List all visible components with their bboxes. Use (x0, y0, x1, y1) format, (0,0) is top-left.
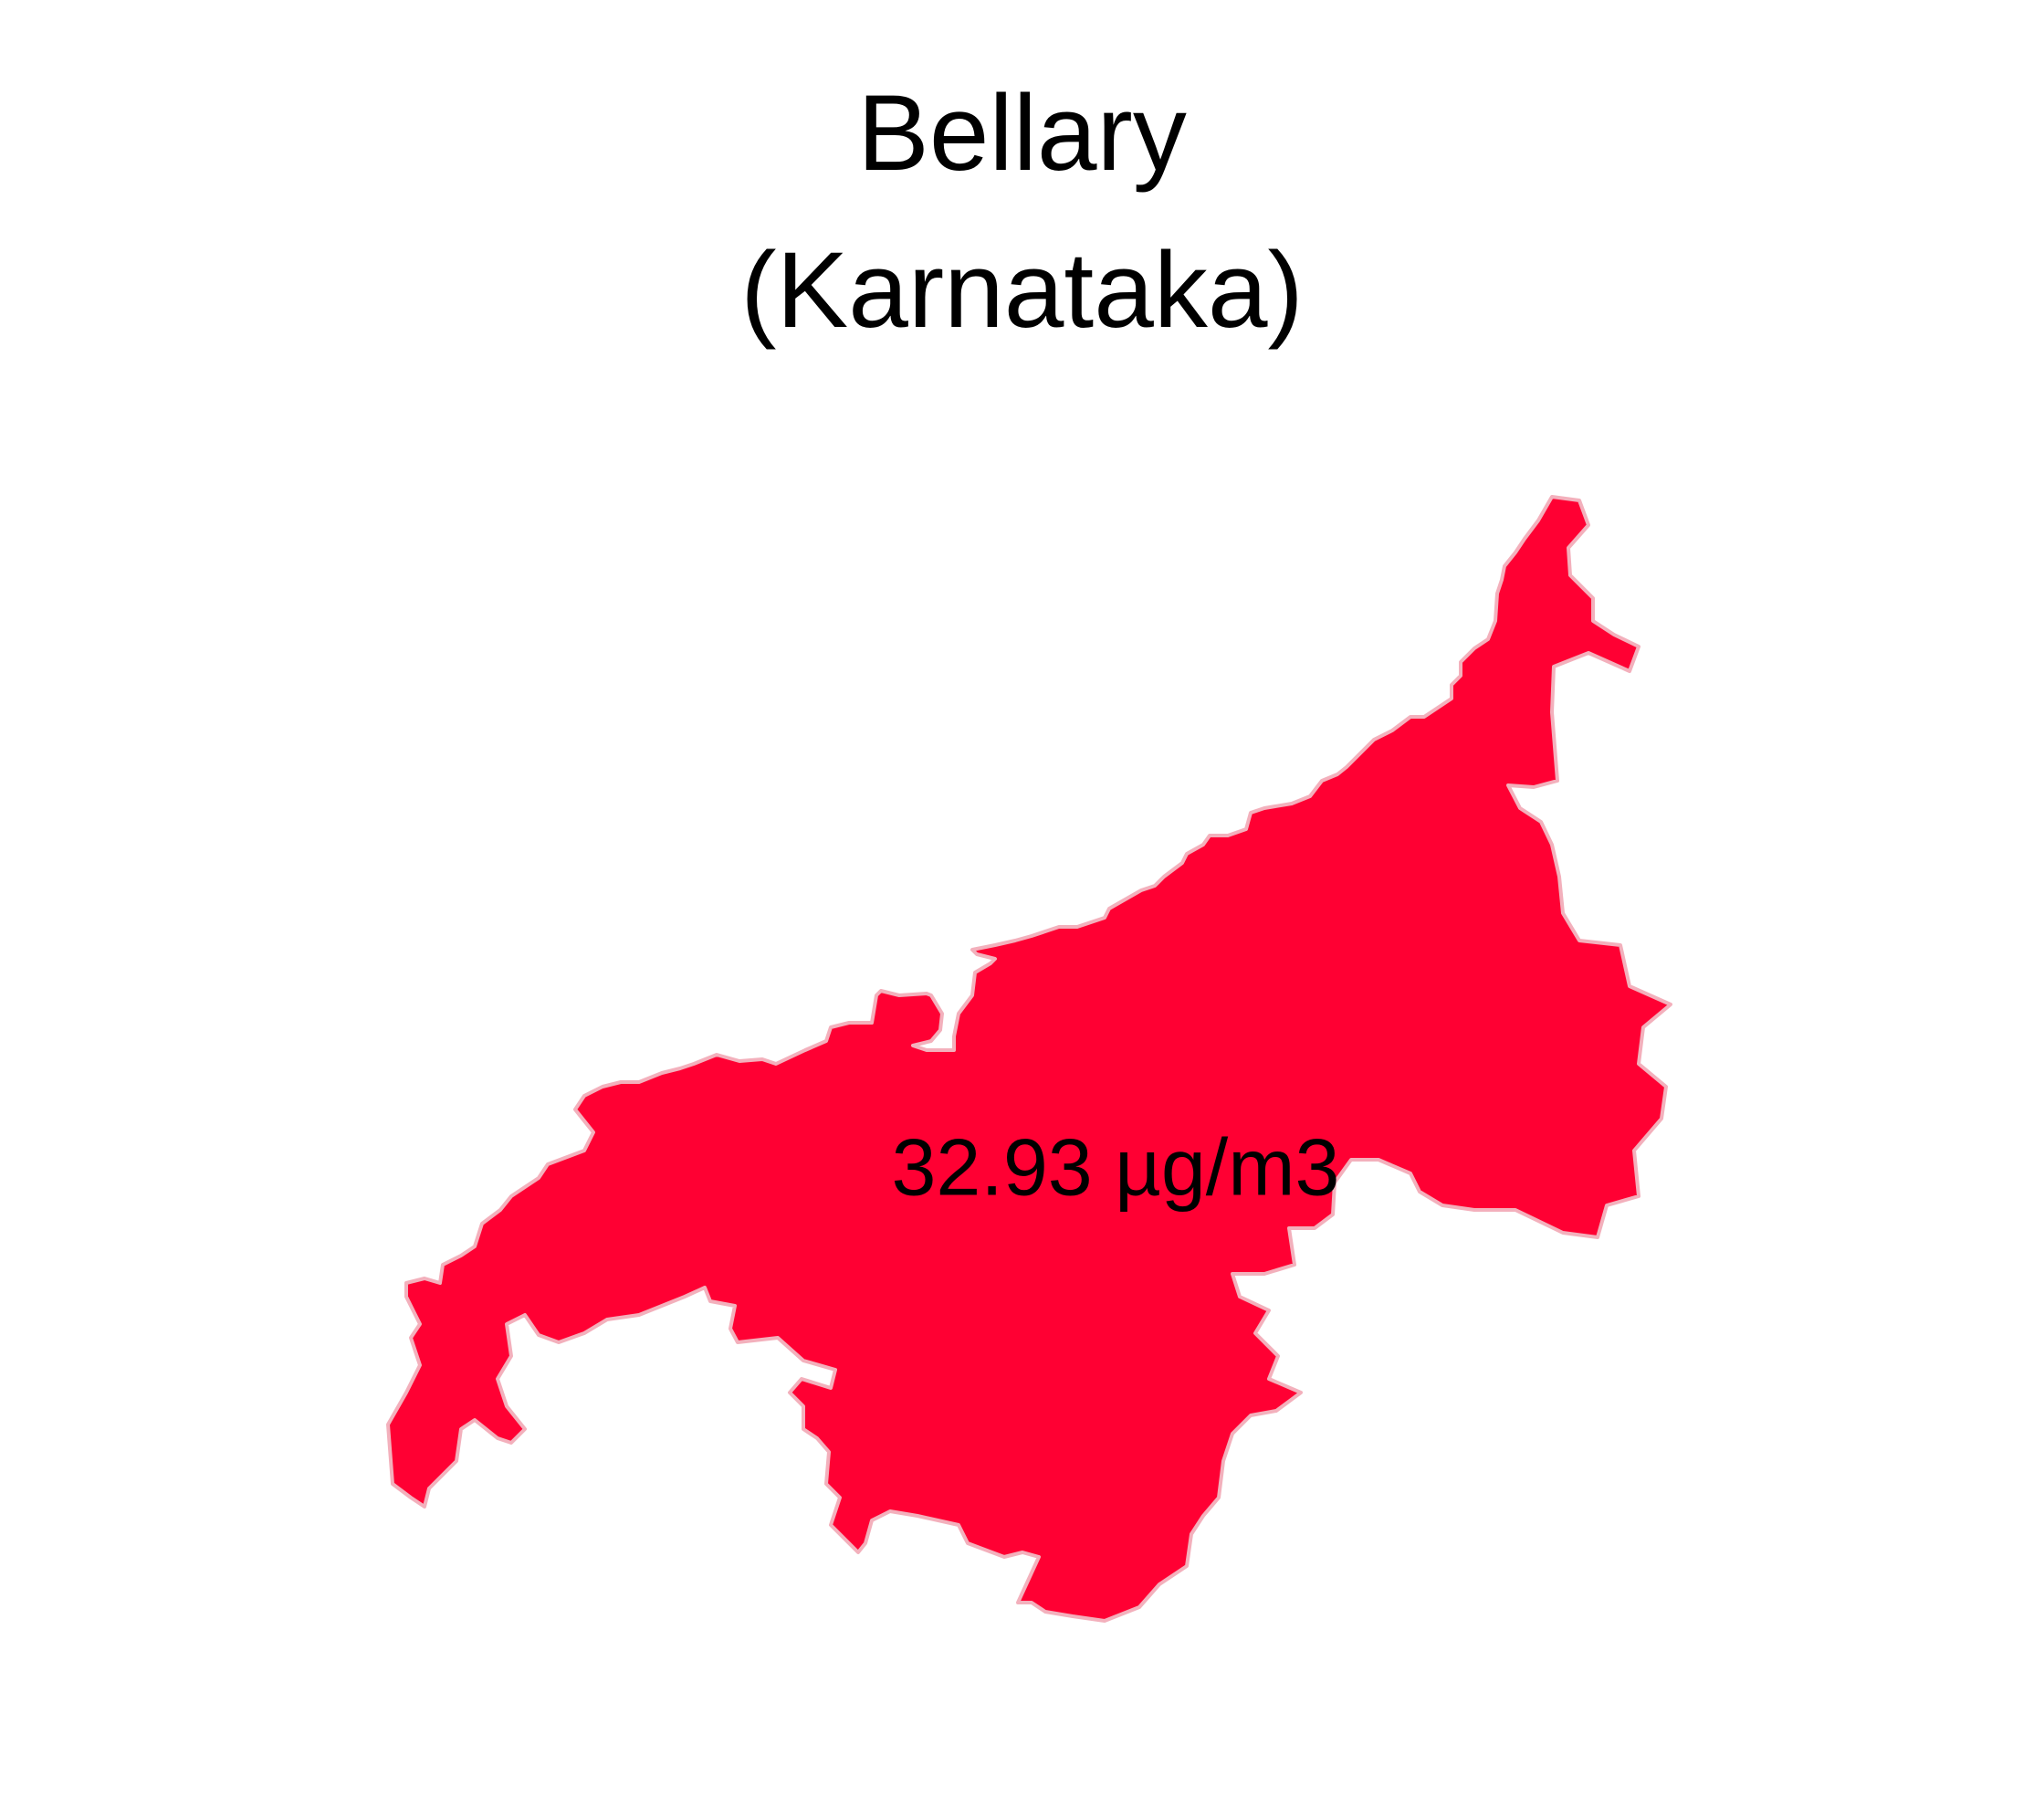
bellary-district-shape (386, 495, 1672, 1623)
map-subtitle: (Karnataka) (740, 230, 1304, 351)
map-title: Bellary (857, 73, 1187, 194)
region-value-label: 32.93 µg/m3 (891, 1121, 1339, 1212)
map-title-block: Bellary (Karnataka) (0, 55, 2044, 369)
